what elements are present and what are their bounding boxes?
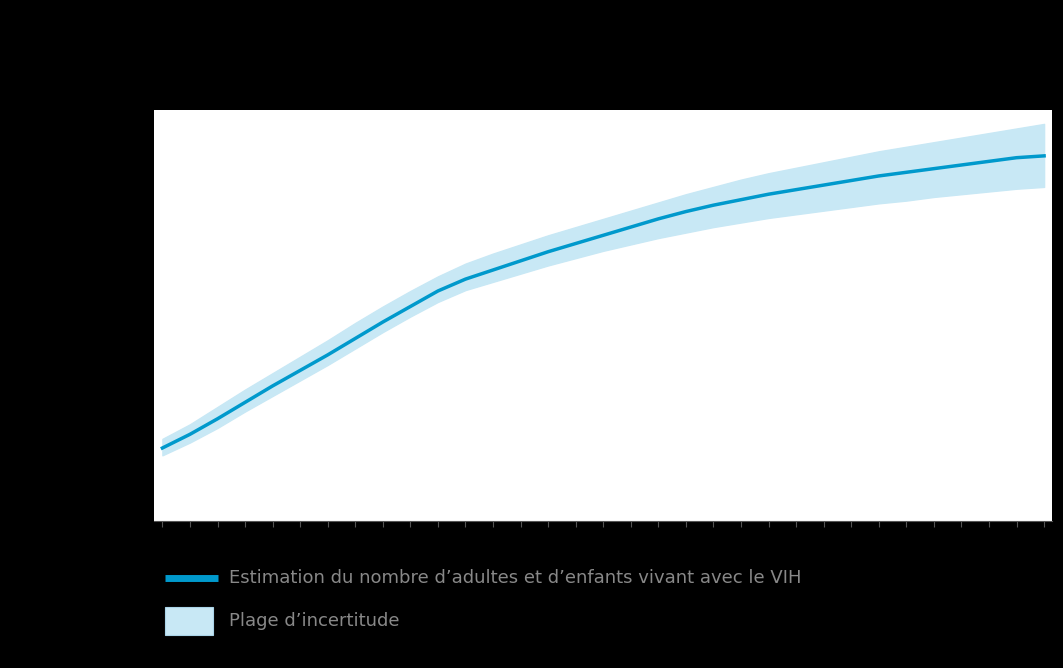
Text: Estimation du nombre d’adultes et d’enfants vivant avec le VIH: Estimation du nombre d’adultes et d’enfa… (229, 569, 802, 587)
Text: Plage d’incertitude: Plage d’incertitude (229, 613, 399, 630)
